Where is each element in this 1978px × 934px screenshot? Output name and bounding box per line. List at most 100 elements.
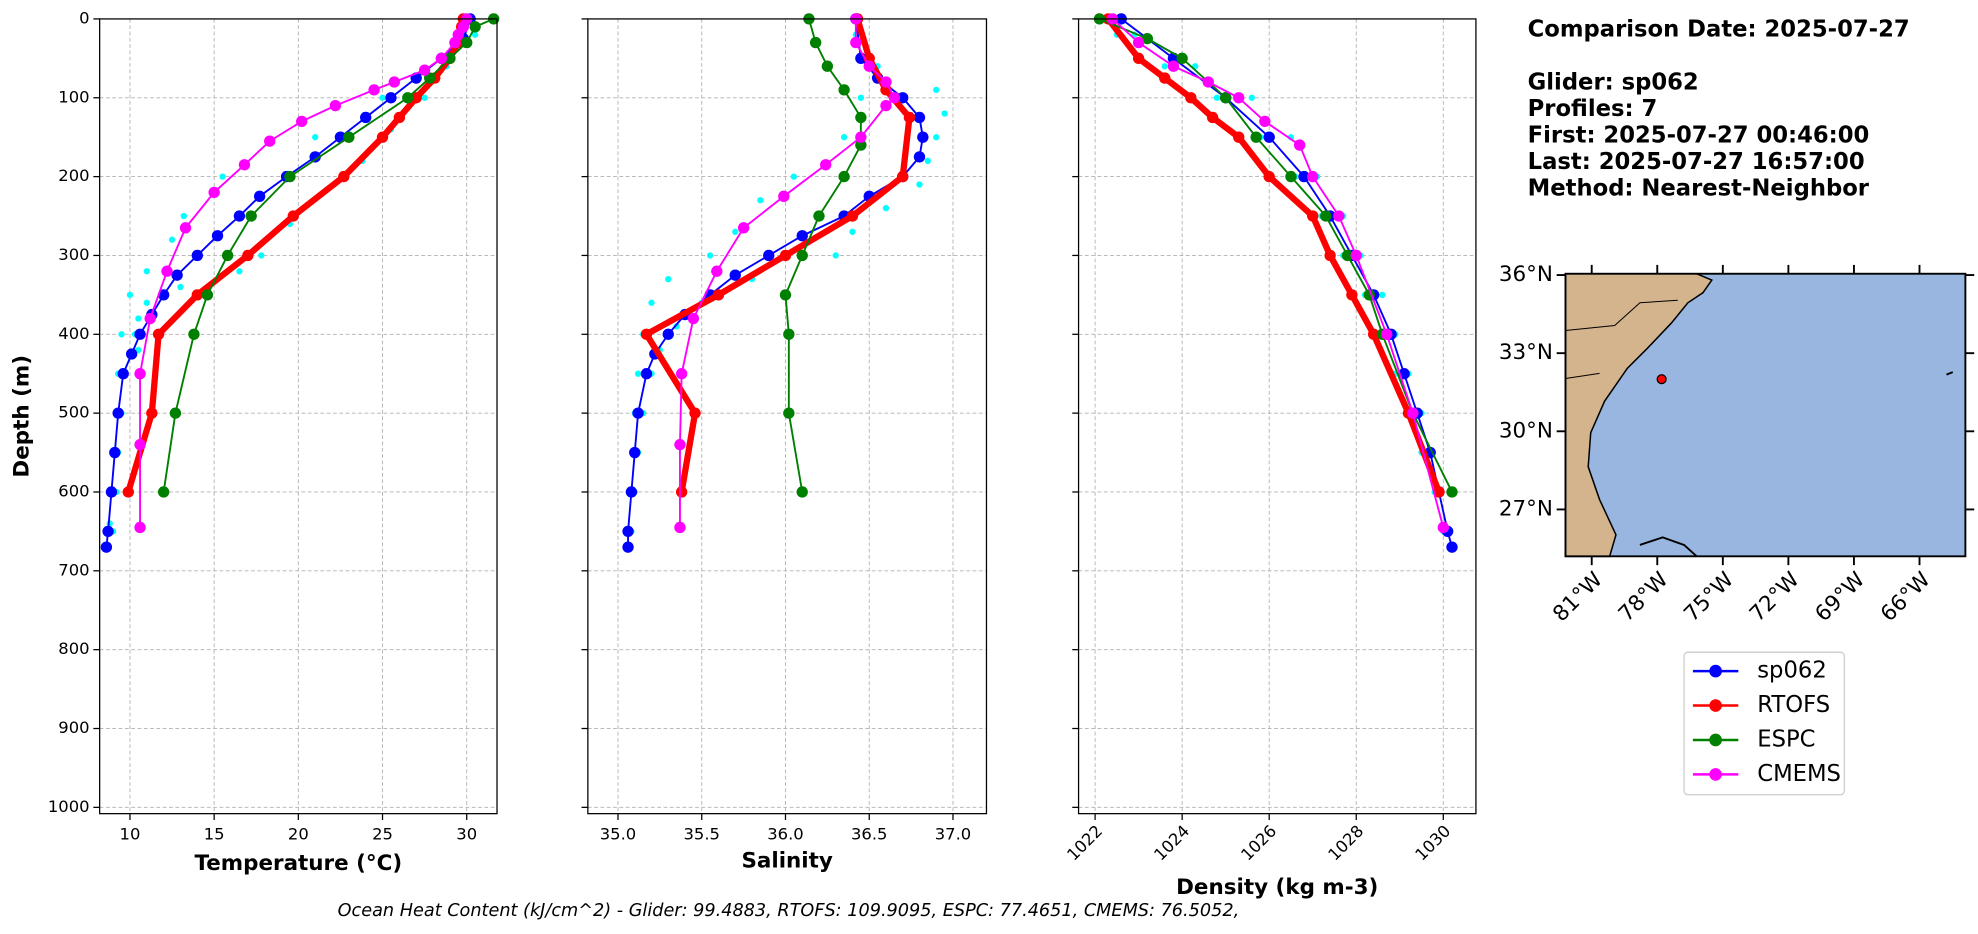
profile-point (402, 92, 414, 104)
profile-point (1367, 328, 1380, 340)
x-tick-label: 35.5 (684, 825, 720, 844)
profile-point (1167, 60, 1180, 72)
profile-point (838, 84, 850, 96)
profile-point (157, 289, 170, 301)
profile-point (634, 370, 642, 377)
profile-point (1333, 210, 1345, 222)
profile-point (471, 31, 479, 38)
profile-point (1446, 541, 1458, 553)
x-tick-label: 37.0 (935, 825, 971, 844)
profile-point (903, 111, 916, 124)
footer: Ocean Heat Content (kJ/cm^2) - Glider: 9… (338, 901, 1240, 921)
profile-line (1099, 18, 1453, 493)
profile-point (418, 64, 431, 76)
profile-point (880, 76, 892, 88)
profile-point (689, 407, 701, 419)
profile-point (675, 486, 688, 498)
profile-point (1350, 249, 1362, 262)
profile-point (1248, 94, 1255, 101)
x-tick-label: 36.0 (767, 825, 803, 844)
profile-point (179, 222, 192, 234)
profile-point (1202, 76, 1214, 88)
profile-point (648, 299, 655, 306)
x-tick-label: 15 (204, 825, 225, 844)
y-tick-label: 300 (58, 245, 89, 264)
profile-point (913, 111, 926, 124)
profile-point (838, 170, 850, 183)
profile-point (360, 111, 372, 124)
profile-point (820, 159, 832, 171)
legend-marker (1709, 664, 1722, 678)
profile-point (916, 181, 923, 188)
x-axis-label: Density (kg m-3) (1176, 875, 1378, 900)
profile-point (287, 210, 299, 222)
profile-point (1324, 249, 1336, 262)
profile-point (1293, 139, 1306, 151)
lat-label: 36°N (1499, 262, 1553, 287)
profile-point (236, 268, 243, 275)
profile-point (309, 151, 321, 163)
legend-marker (1709, 699, 1722, 712)
y-tick-label: 700 (58, 560, 89, 579)
profile-point (778, 190, 790, 202)
lat-label: 27°N (1499, 496, 1553, 521)
profile-point (143, 299, 150, 306)
profile-point (368, 84, 380, 96)
series (1106, 13, 1449, 534)
y-tick-label: 0 (79, 8, 89, 27)
profile-point (118, 331, 125, 338)
profile-point (832, 252, 839, 259)
profile-point (846, 210, 859, 222)
legend-marker (1709, 768, 1722, 781)
profile-point (180, 212, 187, 220)
borders (1565, 299, 1678, 379)
profile-point (208, 186, 220, 199)
islands (1639, 371, 1954, 558)
profile-point (622, 525, 634, 538)
profile-point (855, 131, 867, 143)
profile-point (134, 368, 146, 380)
profile-point (1263, 131, 1275, 143)
profile-point (913, 151, 926, 163)
profile-point (146, 407, 158, 419)
profile-point (897, 170, 909, 183)
y-tick-label: 100 (58, 87, 89, 106)
profile-point (112, 407, 124, 419)
profile-point (665, 275, 672, 283)
legend-marker (1709, 733, 1722, 747)
profile-point (393, 111, 406, 124)
profile-point (779, 249, 792, 262)
profile-point (221, 249, 234, 262)
profile-point (410, 92, 422, 104)
profile-point (790, 173, 798, 180)
x-tick-label: 30 (456, 825, 477, 844)
x-tick-label: 36.5 (851, 825, 887, 844)
profile-point (857, 94, 865, 101)
profile-point (126, 291, 134, 299)
profile-point (855, 111, 867, 124)
profile-point (1381, 328, 1393, 340)
profile-point (1307, 170, 1319, 183)
profile-point (1219, 92, 1232, 104)
profile-point (1250, 131, 1262, 143)
y-tick-label: 1000 (48, 797, 90, 816)
profile-point (1341, 249, 1354, 262)
profile-point (840, 134, 848, 141)
profile-point (169, 407, 182, 419)
profile-point (421, 94, 428, 101)
profile-point (796, 230, 808, 242)
profile-point (622, 541, 634, 553)
profile-point (924, 157, 932, 164)
profile-point (712, 289, 725, 301)
profile-point (171, 269, 183, 281)
profile-point (469, 21, 481, 33)
y-tick-label: 200 (58, 166, 89, 185)
profile-point (125, 348, 138, 360)
series (157, 13, 500, 498)
profile-point (379, 94, 386, 101)
x-tick-label: 35.0 (600, 825, 636, 844)
profile-point (779, 289, 792, 301)
profile-point (134, 328, 146, 340)
y-tick-label: 900 (58, 718, 89, 737)
profile-point (821, 60, 834, 72)
